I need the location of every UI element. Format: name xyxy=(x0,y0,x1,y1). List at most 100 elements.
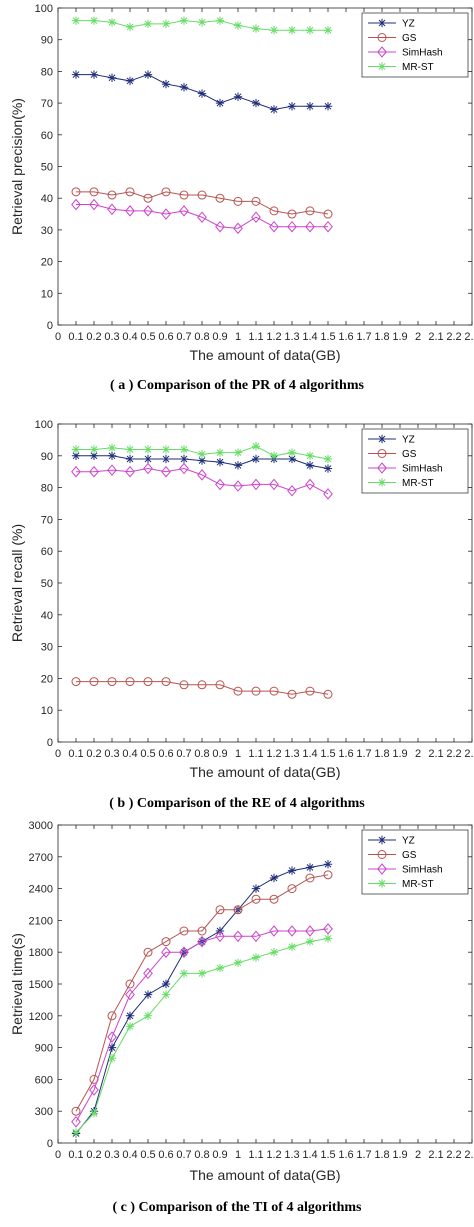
data-point xyxy=(107,464,117,476)
x-tick-label: 1.5 xyxy=(320,748,335,760)
x-tick-label: 1.7 xyxy=(356,1149,371,1161)
x-tick-label: 1.4 xyxy=(302,748,317,760)
data-point xyxy=(125,677,135,687)
y-tick-label: 1500 xyxy=(29,979,53,991)
data-point xyxy=(125,465,135,478)
series-simhash xyxy=(71,462,333,500)
x-tick-label: 1.8 xyxy=(374,331,389,343)
data-point xyxy=(305,220,315,233)
x-tick-label: 0.9 xyxy=(212,748,227,760)
legend-entry-label: GS xyxy=(402,449,417,460)
data-point xyxy=(215,448,225,457)
legend-entry-label: SimHash xyxy=(402,865,443,876)
y-tick-label: 70 xyxy=(41,98,53,110)
data-point xyxy=(269,948,279,957)
data-point xyxy=(89,16,99,25)
series-line-gs xyxy=(75,874,329,1112)
data-point xyxy=(71,1116,81,1128)
data-point xyxy=(143,1011,153,1020)
data-point xyxy=(233,222,243,235)
data-point xyxy=(233,92,243,101)
data-point xyxy=(89,70,99,79)
x-tick-label: 1.6 xyxy=(338,1149,353,1161)
data-point xyxy=(215,220,225,233)
data-point xyxy=(305,937,315,946)
x-tick-label: 0.7 xyxy=(176,1149,191,1161)
data-point xyxy=(215,478,225,491)
x-axis-label: The amount of data(GB) xyxy=(190,1167,341,1183)
data-point xyxy=(323,870,333,880)
data-point xyxy=(305,863,315,872)
data-point xyxy=(179,969,189,978)
data-point xyxy=(233,958,243,967)
data-point xyxy=(251,24,261,33)
y-axis-label: Retrieval time(s) xyxy=(9,933,25,1035)
data-point xyxy=(143,947,153,957)
data-point xyxy=(215,905,225,915)
legend-swatch-marker xyxy=(377,33,387,42)
x-tick-label: 0.7 xyxy=(176,331,191,343)
x-tick-label: 1.8 xyxy=(374,748,389,760)
data-point xyxy=(233,905,243,915)
x-tick-label: 0.8 xyxy=(194,748,209,760)
legend-swatch-marker xyxy=(377,850,387,859)
data-point xyxy=(107,1011,117,1021)
x-tick-label: 1.1 xyxy=(248,1149,263,1161)
legend-swatch-marker xyxy=(377,46,387,58)
data-point xyxy=(125,988,135,1001)
data-point xyxy=(125,76,135,86)
legend-swatch-marker xyxy=(377,863,387,875)
data-point xyxy=(89,465,99,478)
y-tick-label: 40 xyxy=(41,610,53,622)
data-point xyxy=(161,990,171,999)
data-point xyxy=(179,946,189,958)
x-tick-label: 0.9 xyxy=(212,1149,227,1161)
series-gs xyxy=(71,677,333,699)
data-point xyxy=(215,457,225,467)
series-line-simhash xyxy=(75,928,329,1123)
x-tick-label: 0.8 xyxy=(194,331,209,343)
y-tick-label: 300 xyxy=(35,1106,53,1118)
data-point xyxy=(287,220,297,233)
data-point xyxy=(161,445,171,454)
data-point xyxy=(323,102,333,111)
data-point xyxy=(287,866,297,875)
y-tick-label: 900 xyxy=(35,1043,53,1055)
x-tick-label: 2 xyxy=(415,748,421,760)
data-point xyxy=(161,465,171,478)
y-axis-label: Retrieval recall (%) xyxy=(9,524,25,642)
x-tick-label: 0.2 xyxy=(86,748,101,760)
data-point xyxy=(71,465,81,478)
x-tick-label: 0.8 xyxy=(194,1149,209,1161)
y-tick-label: 80 xyxy=(41,483,53,495)
x-tick-label: 0.5 xyxy=(140,1149,155,1161)
data-point xyxy=(287,884,297,894)
x-tick-label: 1.5 xyxy=(320,331,335,343)
chart-caption-a: ( a ) Comparison of the PR of 4 algorith… xyxy=(110,378,364,393)
chart-caption-b: ( b ) Comparison of the RE of 4 algorith… xyxy=(109,796,365,811)
data-point xyxy=(107,190,117,200)
x-tick-label: 1 xyxy=(235,331,241,343)
x-axis-label: The amount of data(GB) xyxy=(190,347,341,363)
y-tick-label: 20 xyxy=(41,673,53,685)
x-tick-label: 1.2 xyxy=(266,1149,281,1161)
legend-swatch-marker xyxy=(377,62,387,71)
series-gs xyxy=(71,187,333,219)
data-point xyxy=(215,930,225,943)
x-tick-label: 2.3 xyxy=(464,748,474,760)
data-point xyxy=(107,73,117,82)
legend-swatch-marker xyxy=(377,434,387,444)
data-point xyxy=(269,451,279,460)
data-point xyxy=(323,209,333,219)
x-tick-label: 1.2 xyxy=(266,331,281,343)
legend-entry-label: MR-ST xyxy=(402,62,434,73)
data-point xyxy=(179,190,189,200)
data-point xyxy=(125,22,135,32)
x-tick-label: 0.6 xyxy=(158,748,173,760)
data-point xyxy=(251,98,261,108)
data-point xyxy=(125,1011,135,1020)
data-point xyxy=(323,454,333,464)
data-point xyxy=(107,677,117,687)
data-point xyxy=(215,193,225,203)
data-point xyxy=(269,206,279,216)
